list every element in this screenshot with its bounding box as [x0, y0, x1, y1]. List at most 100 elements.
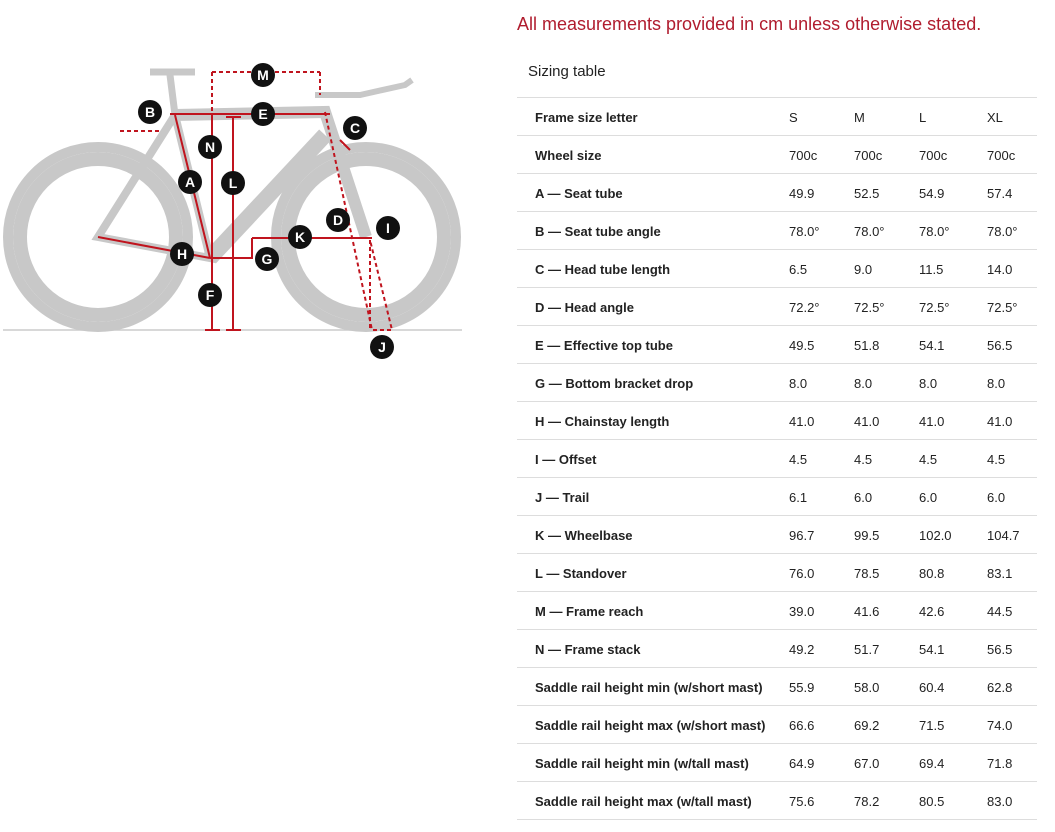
label-badge — [198, 283, 222, 307]
cell: 80.8 — [919, 566, 945, 581]
cell: 49.2 — [789, 642, 815, 657]
cell: 41.0 — [987, 414, 1013, 429]
table-row: Saddle rail height min (w/short mast) 55.… — [517, 667, 1037, 705]
cell: 78.0° — [789, 224, 820, 239]
cell: 9.0 — [854, 262, 873, 277]
table-row: G — Bottom bracket drop 8.0 8.0 8.0 8.0 — [517, 363, 1037, 401]
cell: 39.0 — [789, 604, 815, 619]
label-letter: M — [257, 67, 269, 83]
label-badge — [221, 171, 245, 195]
row-label: M — Frame reach — [535, 604, 644, 619]
cell: 78.0° — [854, 224, 885, 239]
table-row: E — Effective top tube 49.5 51.8 54.1 56.5 — [517, 325, 1037, 363]
table-row: K — Wheelbase 96.7 99.5 102.0 104.7 — [517, 515, 1037, 553]
cell: 54.9 — [919, 186, 945, 201]
cell: 71.8 — [987, 756, 1013, 771]
cell: 44.5 — [987, 604, 1013, 619]
cell: 700c — [789, 148, 818, 163]
row-label: Saddle rail height min (w/tall mast) — [535, 756, 749, 771]
cell: 76.0 — [789, 566, 815, 581]
notice: All measurements provided in cm unless o… — [517, 14, 982, 34]
cell: 66.6 — [789, 718, 815, 733]
table-row: Saddle rail height max (w/short mast) 66.… — [517, 705, 1037, 743]
row-label: C — Head tube length — [535, 262, 671, 277]
cell: 8.0 — [854, 376, 873, 391]
dimension-labels: B M E C N A L D I K H G F J — [138, 63, 400, 359]
row-label: I — Offset — [535, 452, 597, 467]
cell: 99.5 — [854, 528, 880, 543]
cell: 78.0° — [919, 224, 950, 239]
label-badge — [138, 100, 162, 124]
cell: 83.0 — [987, 794, 1013, 809]
cell: 41.6 — [854, 604, 880, 619]
label-letter: N — [205, 139, 215, 155]
table-row: I — Offset 4.5 4.5 4.5 4.5 — [517, 439, 1037, 477]
cell: 6.1 — [789, 490, 808, 505]
row-label: Frame size letter — [535, 110, 638, 125]
cell: 69.4 — [919, 756, 945, 771]
cell: 4.5 — [919, 452, 938, 467]
cell: 78.0° — [987, 224, 1018, 239]
cell: 58.0 — [854, 680, 880, 695]
cell: 69.2 — [854, 718, 880, 733]
label-letter: E — [258, 106, 267, 122]
cell: 60.4 — [919, 680, 945, 695]
table-row: D — Head angle 72.2° 72.5° 72.5° 72.5° — [517, 287, 1037, 325]
label-letter: F — [206, 287, 215, 303]
cell: 700c — [854, 148, 883, 163]
cell: 8.0 — [987, 376, 1006, 391]
cell: 41.0 — [854, 414, 880, 429]
label-letter: C — [350, 120, 360, 136]
label-badge — [251, 102, 275, 126]
sizing-table: Frame size letter S M L XL Wheel size 700c 700c… — [517, 97, 1037, 820]
row-label: A — Seat tube — [535, 186, 623, 201]
table-row: H — Chainstay length 41.0 41.0 41.0 41.0 — [517, 401, 1037, 439]
label-letter: I — [386, 220, 390, 236]
label-badge — [170, 242, 194, 266]
cell: 62.8 — [987, 680, 1013, 695]
dimension-lines — [97, 71, 394, 331]
cell: 8.0 — [919, 376, 938, 391]
cell: M — [854, 110, 865, 125]
cell: 80.5 — [919, 794, 945, 809]
cell: 51.7 — [854, 642, 880, 657]
label-letter: J — [378, 339, 386, 355]
label-letter: A — [185, 174, 195, 190]
cell: 49.5 — [789, 338, 815, 353]
cell: 41.0 — [919, 414, 945, 429]
row-label: Saddle rail height max (w/short mast) — [535, 718, 766, 733]
cell: 6.0 — [854, 490, 873, 505]
cell: 83.1 — [987, 566, 1013, 581]
table-row: B — Seat tube angle 78.0° 78.0° 78.0° 78.0° — [517, 211, 1037, 249]
cell: L — [919, 110, 927, 125]
row-label: Saddle rail height min (w/short mast) — [535, 680, 763, 695]
cell: 700c — [987, 148, 1016, 163]
cell: 51.8 — [854, 338, 880, 353]
table-row: M — Frame reach 39.0 41.6 42.6 44.5 — [517, 591, 1037, 629]
header-row: Frame size letter S M L XL — [517, 97, 1037, 135]
label-letter: H — [177, 246, 187, 262]
row-label: Saddle rail height max (w/tall mast) — [535, 794, 752, 809]
cell: 6.5 — [789, 262, 808, 277]
row-label: Wheel size — [535, 148, 602, 163]
cell: 49.9 — [789, 186, 815, 201]
table-row: C — Head tube length 6.5 9.0 11.5 14.0 — [517, 249, 1037, 287]
label-letter: K — [295, 229, 305, 245]
cell: 72.5° — [919, 300, 950, 315]
cell: 6.0 — [919, 490, 938, 505]
label-badge — [370, 335, 394, 359]
label-letter: B — [145, 104, 155, 120]
cell: 72.5° — [854, 300, 885, 315]
cell: 14.0 — [987, 262, 1013, 277]
cell: 67.0 — [854, 756, 880, 771]
cell: 78.2 — [854, 794, 880, 809]
row-label: K — Wheelbase — [535, 528, 633, 543]
label-badge — [198, 135, 222, 159]
row-label: D — Head angle — [535, 300, 634, 315]
label-badge — [251, 63, 275, 87]
cell: XL — [987, 110, 1003, 125]
cell: 8.0 — [789, 376, 808, 391]
cell: 102.0 — [919, 528, 952, 543]
cell: 52.5 — [854, 186, 880, 201]
